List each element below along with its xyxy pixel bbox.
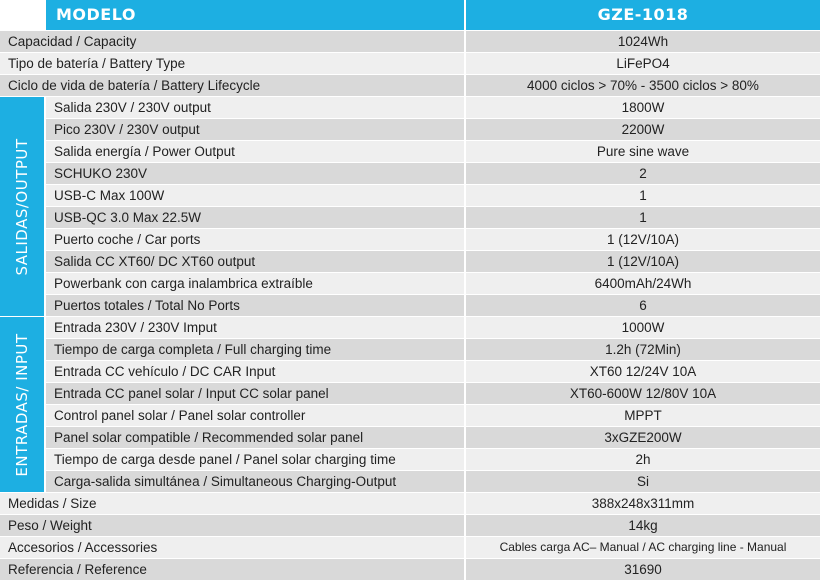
spec-label: Accesorios / Accessories [0, 537, 464, 558]
spec-value: 2h [466, 449, 820, 470]
spec-value: 1 (12V/10A) [466, 229, 820, 250]
spec-value: XT60 12/24V 10A [466, 361, 820, 382]
spec-value: 2 [466, 163, 820, 184]
table-row: Referencia / Reference 31690 [0, 559, 820, 580]
spec-value: 6400mAh/24Wh [466, 273, 820, 294]
table-header: MODELO GZE-1018 [0, 0, 820, 30]
spec-label: Ciclo de vida de batería / Battery Lifec… [0, 75, 464, 96]
spec-label: Carga-salida simultánea / Simultaneous C… [46, 471, 464, 492]
spec-label: Panel solar compatible / Recommended sol… [46, 427, 464, 448]
spec-label: Entrada 230V / 230V Imput [46, 317, 464, 338]
spec-label: USB-C Max 100W [46, 185, 464, 206]
table-row: Carga-salida simultánea / Simultaneous C… [0, 471, 820, 492]
header-model-value: GZE-1018 [466, 0, 820, 30]
spec-label: Tipo de batería / Battery Type [0, 53, 464, 74]
spec-value: 4000 ciclos > 70% - 3500 ciclos > 80% [466, 75, 820, 96]
table-row: USB-C Max 100W 1 [0, 185, 820, 206]
spec-label: Tiempo de carga desde panel / Panel sola… [46, 449, 464, 470]
spec-value: 1.2h (72Min) [466, 339, 820, 360]
table-row: Tiempo de carga completa / Full charging… [0, 339, 820, 360]
spec-value: Si [466, 471, 820, 492]
spec-label: Referencia / Reference [0, 559, 464, 580]
table-row: Capacidad / Capacity 1024Wh [0, 31, 820, 52]
table-row: Salida energía / Power Output Pure sine w… [0, 141, 820, 162]
spec-value: 1800W [466, 97, 820, 118]
spec-value: XT60-600W 12/80V 10A [466, 383, 820, 404]
table-row: Entrada CC vehículo / DC CAR Input XT60 1… [0, 361, 820, 382]
input-section-label: ENTRADAS/ INPUT [0, 317, 44, 492]
spec-label: Salida 230V / 230V output [46, 97, 464, 118]
table-row: Control panel solar / Panel solar contro… [0, 405, 820, 426]
table-row: Powerbank con carga inalambrica extraíbl… [0, 273, 820, 294]
spec-value: LiFePO4 [466, 53, 820, 74]
spec-label: Powerbank con carga inalambrica extraíbl… [46, 273, 464, 294]
table-row: Medidas / Size 388x248x311mm [0, 493, 820, 514]
table-row: Ciclo de vida de batería / Battery Lifec… [0, 75, 820, 96]
table-row: Salida 230V / 230V output 1800W [0, 97, 820, 118]
spec-label: Entrada CC panel solar / Input CC solar … [46, 383, 464, 404]
output-section-label: SALIDAS/OUTPUT [0, 97, 44, 316]
spec-value: 388x248x311mm [466, 493, 820, 514]
spec-value: Cables carga AC– Manual / AC charging li… [466, 537, 820, 558]
table-row: Accesorios / Accessories Cables carga AC–… [0, 537, 820, 558]
spec-label: Peso / Weight [0, 515, 464, 536]
spec-label: Control panel solar / Panel solar contro… [46, 405, 464, 426]
table-row: Tipo de batería / Battery Type LiFePO4 [0, 53, 820, 74]
table-row: USB-QC 3.0 Max 22.5W 1 [0, 207, 820, 228]
spec-label: Salida CC XT60/ DC XT60 output [46, 251, 464, 272]
spec-value: 3xGZE200W [466, 427, 820, 448]
spec-value: MPPT [466, 405, 820, 426]
table-row: Pico 230V / 230V output 2200W [0, 119, 820, 140]
spec-value: 31690 [466, 559, 820, 580]
spec-value: Pure sine wave [466, 141, 820, 162]
spec-label: Pico 230V / 230V output [46, 119, 464, 140]
spec-label: Puertos totales / Total No Ports [46, 295, 464, 316]
spec-value: 1 (12V/10A) [466, 251, 820, 272]
table-row: Panel solar compatible / Recommended sol… [0, 427, 820, 448]
header-model-label: MODELO [46, 0, 464, 30]
table-row: Peso / Weight 14kg [0, 515, 820, 536]
table-row: Puerto coche / Car ports 1 (12V/10A) [0, 229, 820, 250]
spec-value: 1 [466, 185, 820, 206]
spec-label: Entrada CC vehículo / DC CAR Input [46, 361, 464, 382]
spec-label: Medidas / Size [0, 493, 464, 514]
spec-value: 1 [466, 207, 820, 228]
spec-label: USB-QC 3.0 Max 22.5W [46, 207, 464, 228]
table-row: Salida CC XT60/ DC XT60 output 1 (12V/10A… [0, 251, 820, 272]
table-row: Puertos totales / Total No Ports 6 [0, 295, 820, 316]
input-section-label-title: ENTRADAS/ INPUT [13, 332, 31, 477]
spec-label: Capacidad / Capacity [0, 31, 464, 52]
spec-value: 14kg [466, 515, 820, 536]
output-section-label-title: SALIDAS/OUTPUT [13, 137, 31, 276]
spec-value: 6 [466, 295, 820, 316]
spec-label: Puerto coche / Car ports [46, 229, 464, 250]
spec-label: Salida energía / Power Output [46, 141, 464, 162]
spec-value: 1024Wh [466, 31, 820, 52]
spec-value: 2200W [466, 119, 820, 140]
table-row: Tiempo de carga desde panel / Panel sola… [0, 449, 820, 470]
header-spacer [0, 0, 44, 30]
table-row: Entrada CC panel solar / Input CC solar … [0, 383, 820, 404]
table-row: SCHUKO 230V 2 [0, 163, 820, 184]
spec-label: SCHUKO 230V [46, 163, 464, 184]
table-row: Entrada 230V / 230V Imput 1000W [0, 317, 820, 338]
spec-label: Tiempo de carga completa / Full charging… [46, 339, 464, 360]
spec-value: 1000W [466, 317, 820, 338]
